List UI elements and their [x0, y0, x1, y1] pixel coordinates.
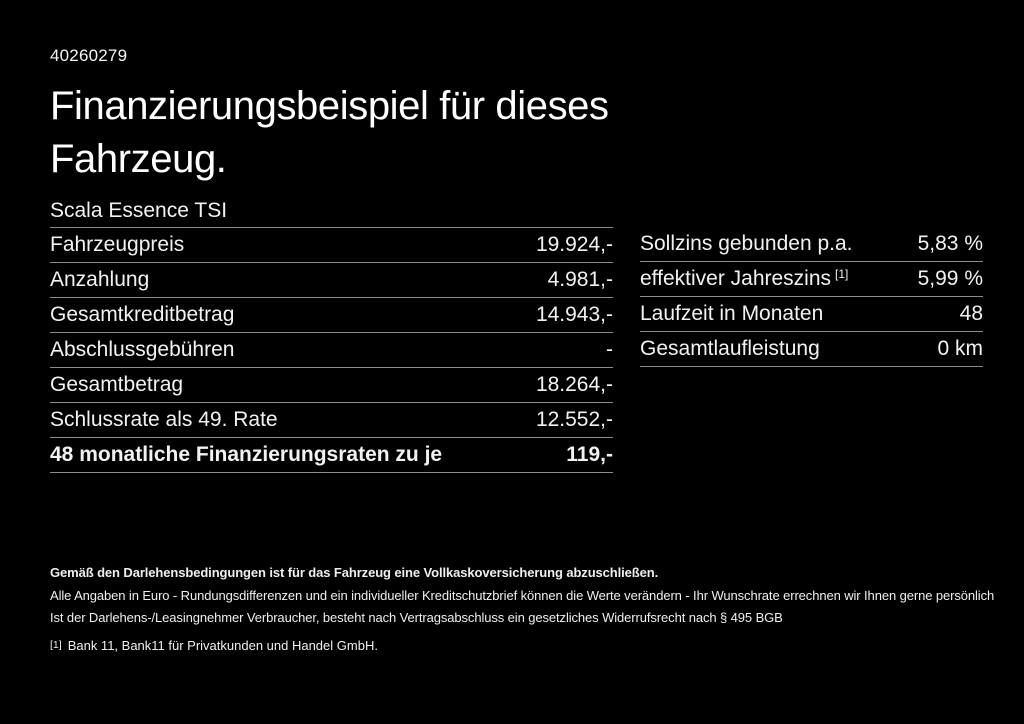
footnote-marker: [1]: [50, 639, 62, 651]
row-value: 119,-: [566, 443, 613, 466]
row-label: Schlussrate als 49. Rate: [50, 408, 278, 431]
finance-row-anzahlung: Anzahlung 4.981,-: [50, 263, 613, 298]
finance-table: Fahrzeugpreis 19.924,- Anzahlung 4.981,-…: [50, 227, 613, 473]
finance-row-abschlussgebuehren: Abschlussgebühren -: [50, 333, 613, 368]
finance-row-gesamtkreditbetrag: Gesamtkreditbetrag 14.943,-: [50, 298, 613, 333]
row-label: Fahrzeugpreis: [50, 233, 185, 256]
row-label: Laufzeit in Monaten: [640, 302, 824, 325]
row-label: Abschlussgebühren: [50, 338, 235, 361]
footnote-ref-mark: [1]: [835, 267, 849, 281]
footer-insurance-note: Gemäß den Darlehensbedingungen ist für d…: [50, 565, 659, 580]
row-value: 4.981,-: [547, 268, 613, 291]
row-label: 48 monatliche Finanzierungsraten zu je: [50, 443, 443, 466]
ref-number: 40260279: [50, 46, 128, 65]
condition-row-effektivzins: effektiver Jahreszins [1] 5,99 %: [640, 262, 983, 297]
page-title: Finanzierungsbeispiel für dieses Fahrzeu…: [50, 80, 609, 186]
row-label: Gesamtlaufleistung: [640, 337, 820, 360]
finance-row-monatsrate: 48 monatliche Finanzierungsraten zu je 1…: [50, 438, 613, 473]
row-value: 14.943,-: [535, 303, 613, 326]
condition-row-sollzins: Sollzins gebunden p.a. 5,83 %: [640, 227, 983, 262]
condition-row-laufzeit: Laufzeit in Monaten 48: [640, 297, 983, 332]
row-value: -: [606, 338, 613, 361]
finance-row-schlussrate: Schlussrate als 49. Rate 12.552,-: [50, 403, 613, 438]
page-title-line2: Fahrzeug.: [50, 137, 227, 181]
conditions-table: Sollzins gebunden p.a. 5,83 % effektiver…: [640, 227, 983, 367]
row-label: Anzahlung: [50, 268, 150, 291]
row-value: 5,83 %: [917, 232, 983, 255]
page-title-line1: Finanzierungsbeispiel für dieses: [50, 84, 609, 128]
finance-row-gesamtbetrag: Gesamtbetrag 18.264,-: [50, 368, 613, 403]
row-label: Sollzins gebunden p.a.: [640, 232, 853, 255]
footer-withdrawal-note: Ist der Darlehens-/Leasingnehmer Verbrau…: [50, 610, 783, 625]
row-value: 19.924,-: [535, 233, 613, 256]
row-value: 18.264,-: [535, 373, 613, 396]
row-label-text: effektiver Jahreszins: [640, 267, 832, 290]
row-label: Gesamtbetrag: [50, 373, 184, 396]
footnote: [1] Bank 11, Bank11 für Privatkunden und …: [50, 638, 980, 653]
row-value: 48: [959, 302, 983, 325]
row-value: 5,99 %: [917, 267, 983, 290]
footnote-text: Bank 11, Bank11 für Privatkunden und Han…: [67, 638, 378, 653]
model-name: Scala Essence TSI: [50, 199, 228, 222]
row-value: 12.552,-: [535, 408, 613, 431]
row-value: 0 km: [937, 337, 983, 360]
footer-disclaimer: Alle Angaben in Euro - Rundungsdifferenz…: [50, 588, 995, 603]
finance-row-fahrzeugpreis: Fahrzeugpreis 19.924,-: [50, 228, 613, 263]
row-label: effektiver Jahreszins [1]: [640, 267, 848, 291]
footer: Gemäß den Darlehensbedingungen ist für d…: [50, 565, 995, 654]
condition-row-gesamtlaufleistung: Gesamtlaufleistung 0 km: [640, 332, 983, 367]
row-label: Gesamtkreditbetrag: [50, 303, 235, 326]
